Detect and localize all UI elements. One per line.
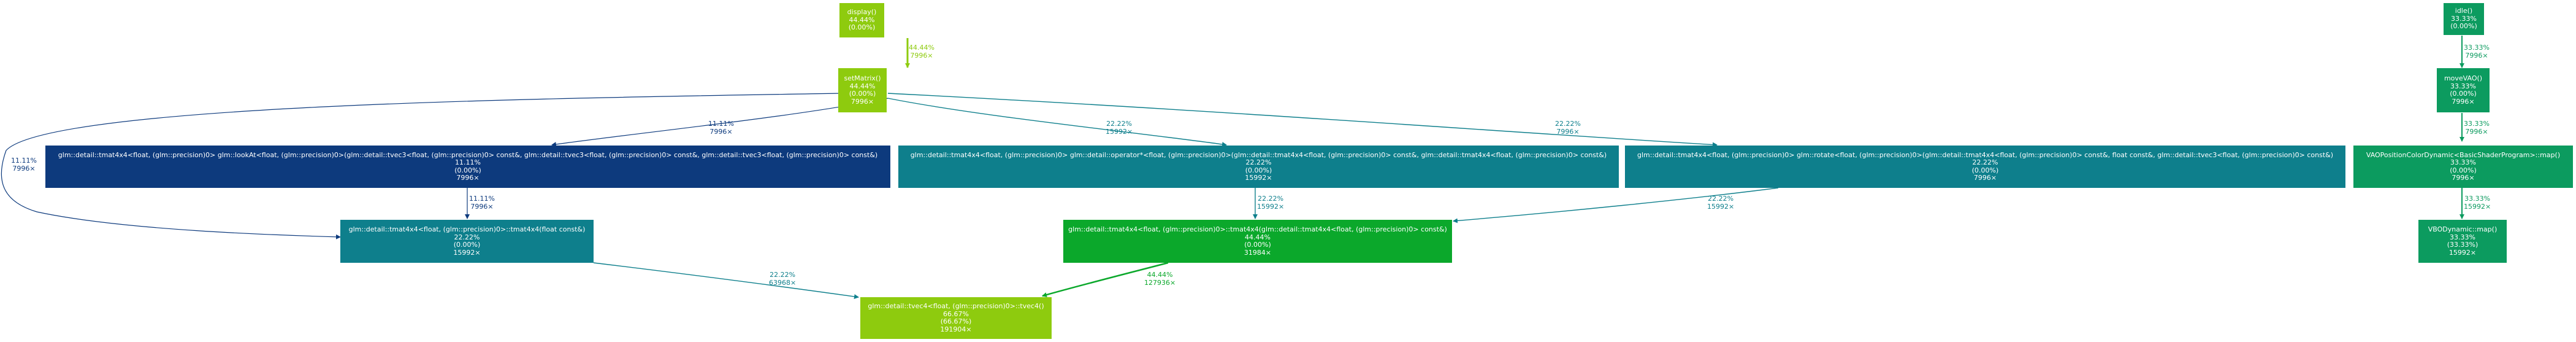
edge-label-rotate-tmatctor: 22.22% 15992× (1707, 195, 1735, 211)
node-tmat-copy[interactable]: glm::detail::tmat4x4<float, (glm::precis… (340, 220, 594, 263)
node-calls: 15992× (1245, 174, 1272, 182)
node-name: glm::detail::tvec4<float, (glm::precisio… (868, 302, 1044, 310)
node-calls: 31984× (1244, 248, 1272, 257)
node-percent: 22.22% (454, 233, 480, 241)
edge-setmatrix-operator (887, 98, 1227, 147)
node-operator-mul[interactable]: glm::detail::tmat4x4<float, (glm::precis… (898, 146, 1619, 188)
node-calls: 15992× (453, 248, 481, 257)
node-name: setMatrix() (844, 74, 881, 82)
node-name: glm::detail::tmat4x4<float, (glm::precis… (348, 225, 586, 233)
node-self: (0.00%) (848, 23, 876, 32)
node-display[interactable]: display() 44.44% (0.00%) (839, 3, 884, 37)
node-name: glm::detail::tmat4x4<float, (glm::precis… (1637, 150, 2334, 159)
node-percent: 44.44% (849, 82, 876, 90)
node-idle[interactable]: idle() 33.33% (0.00%) (2444, 3, 2484, 35)
edge-label-movevao-vaomap: 33.33% 7996× (2464, 120, 2490, 136)
node-percent: 11.11% (455, 158, 481, 166)
node-percent: 44.44% (1245, 233, 1271, 241)
node-calls: 7996× (1973, 174, 1997, 182)
node-percent: 33.33% (2450, 82, 2476, 90)
node-name: idle() (2455, 7, 2473, 15)
node-name: glm::detail::tmat4x4<float, (glm::precis… (910, 150, 1607, 159)
node-self: (0.00%) (2450, 166, 2477, 174)
node-percent: 22.22% (1972, 158, 1998, 166)
node-percent: 33.33% (2451, 14, 2477, 23)
node-movevao[interactable]: moveVAO() 33.33% (0.00%) 7996× (2437, 68, 2490, 112)
edge-tmatctor-tvec4 (1042, 262, 1169, 297)
node-self: (0.00%) (454, 166, 481, 174)
node-tvec4[interactable]: glm::detail::tvec4<float, (glm::precisio… (860, 297, 1052, 339)
node-calls: 7996× (2452, 174, 2475, 182)
node-rotate[interactable]: glm::detail::tmat4x4<float, (glm::precis… (1625, 146, 2345, 188)
node-vbo-map[interactable]: VBODynamic::map() 33.33% (33.33%) 15992× (2418, 220, 2507, 263)
node-percent: 33.33% (2450, 233, 2475, 241)
node-self: (0.00%) (849, 90, 876, 98)
node-name: glm::detail::tmat4x4<float, (glm::precis… (58, 150, 878, 159)
node-self: (0.00%) (453, 241, 481, 249)
node-percent: 33.33% (2450, 158, 2476, 166)
edge-label-tmatcopy-tvec4: 22.22% 63968× (769, 271, 797, 287)
node-self: (0.00%) (1971, 166, 1999, 174)
edge-label-operator-tmatctor: 22.22% 15992× (1257, 195, 1285, 211)
node-name: VBODynamic::map() (2428, 225, 2498, 233)
node-self: (0.00%) (2450, 22, 2477, 31)
edge-label-setmatrix-rotate: 22.22% 7996× (1555, 120, 1581, 136)
node-name: glm::detail::tmat4x4<float, (glm::precis… (1068, 225, 1447, 233)
node-percent: 22.22% (1245, 158, 1272, 166)
node-self: (0.00%) (1244, 241, 1271, 249)
edge-label-idle-movevao: 33.33% 7996× (2464, 44, 2490, 60)
node-lookat[interactable]: glm::detail::tmat4x4<float, (glm::precis… (45, 146, 890, 188)
edge-setmatrix-tmatcopy (1, 93, 841, 239)
edge-label-display-setmatrix: 44.44% 7996× (909, 44, 934, 60)
edge-tmatcopy-tvec4 (593, 262, 859, 299)
node-calls: 7996× (2452, 97, 2475, 106)
node-vao-map[interactable]: VAOPositionColorDynamic<BasicShaderProgr… (2353, 146, 2573, 188)
node-setmatrix[interactable]: setMatrix() 44.44% (0.00%) 7996× (838, 68, 887, 112)
node-calls: 191904× (940, 325, 972, 333)
node-percent: 66.67% (943, 309, 969, 318)
edge-rotate-tmatctor (1453, 187, 1779, 223)
edge-setmatrix-rotate (887, 93, 1718, 147)
node-calls: 7996× (456, 174, 480, 182)
node-percent: 44.44% (849, 15, 875, 24)
edge-label-vaomap-vbomap: 33.33% 15992× (2464, 195, 2491, 211)
node-name: moveVAO() (2444, 74, 2483, 82)
node-self: (0.00%) (1245, 166, 1272, 174)
node-name: VAOPositionColorDynamic<BasicShaderProgr… (2366, 150, 2561, 159)
node-self: (0.00%) (2450, 90, 2477, 98)
edge-label-setmatrix-lookat: 11.11% 7996× (708, 120, 734, 136)
edge-label-lookat-tmatcopy: 11.11% 7996× (469, 195, 495, 211)
node-self: (66.67%) (940, 317, 972, 325)
node-name: display() (847, 8, 877, 17)
node-tmat-ctor[interactable]: glm::detail::tmat4x4<float, (glm::precis… (1063, 220, 1452, 263)
node-calls: 15992× (2448, 248, 2477, 257)
edge-label-setmatrix-tmatcopy: 11.11% 7996× (11, 157, 37, 173)
node-calls: 7996× (850, 97, 874, 106)
edge-label-tmatctor-tvec4: 44.44% 127936× (1144, 271, 1176, 287)
node-self: (33.33%) (2447, 241, 2479, 249)
edge-label-setmatrix-operator: 22.22% 15992× (1106, 120, 1133, 136)
